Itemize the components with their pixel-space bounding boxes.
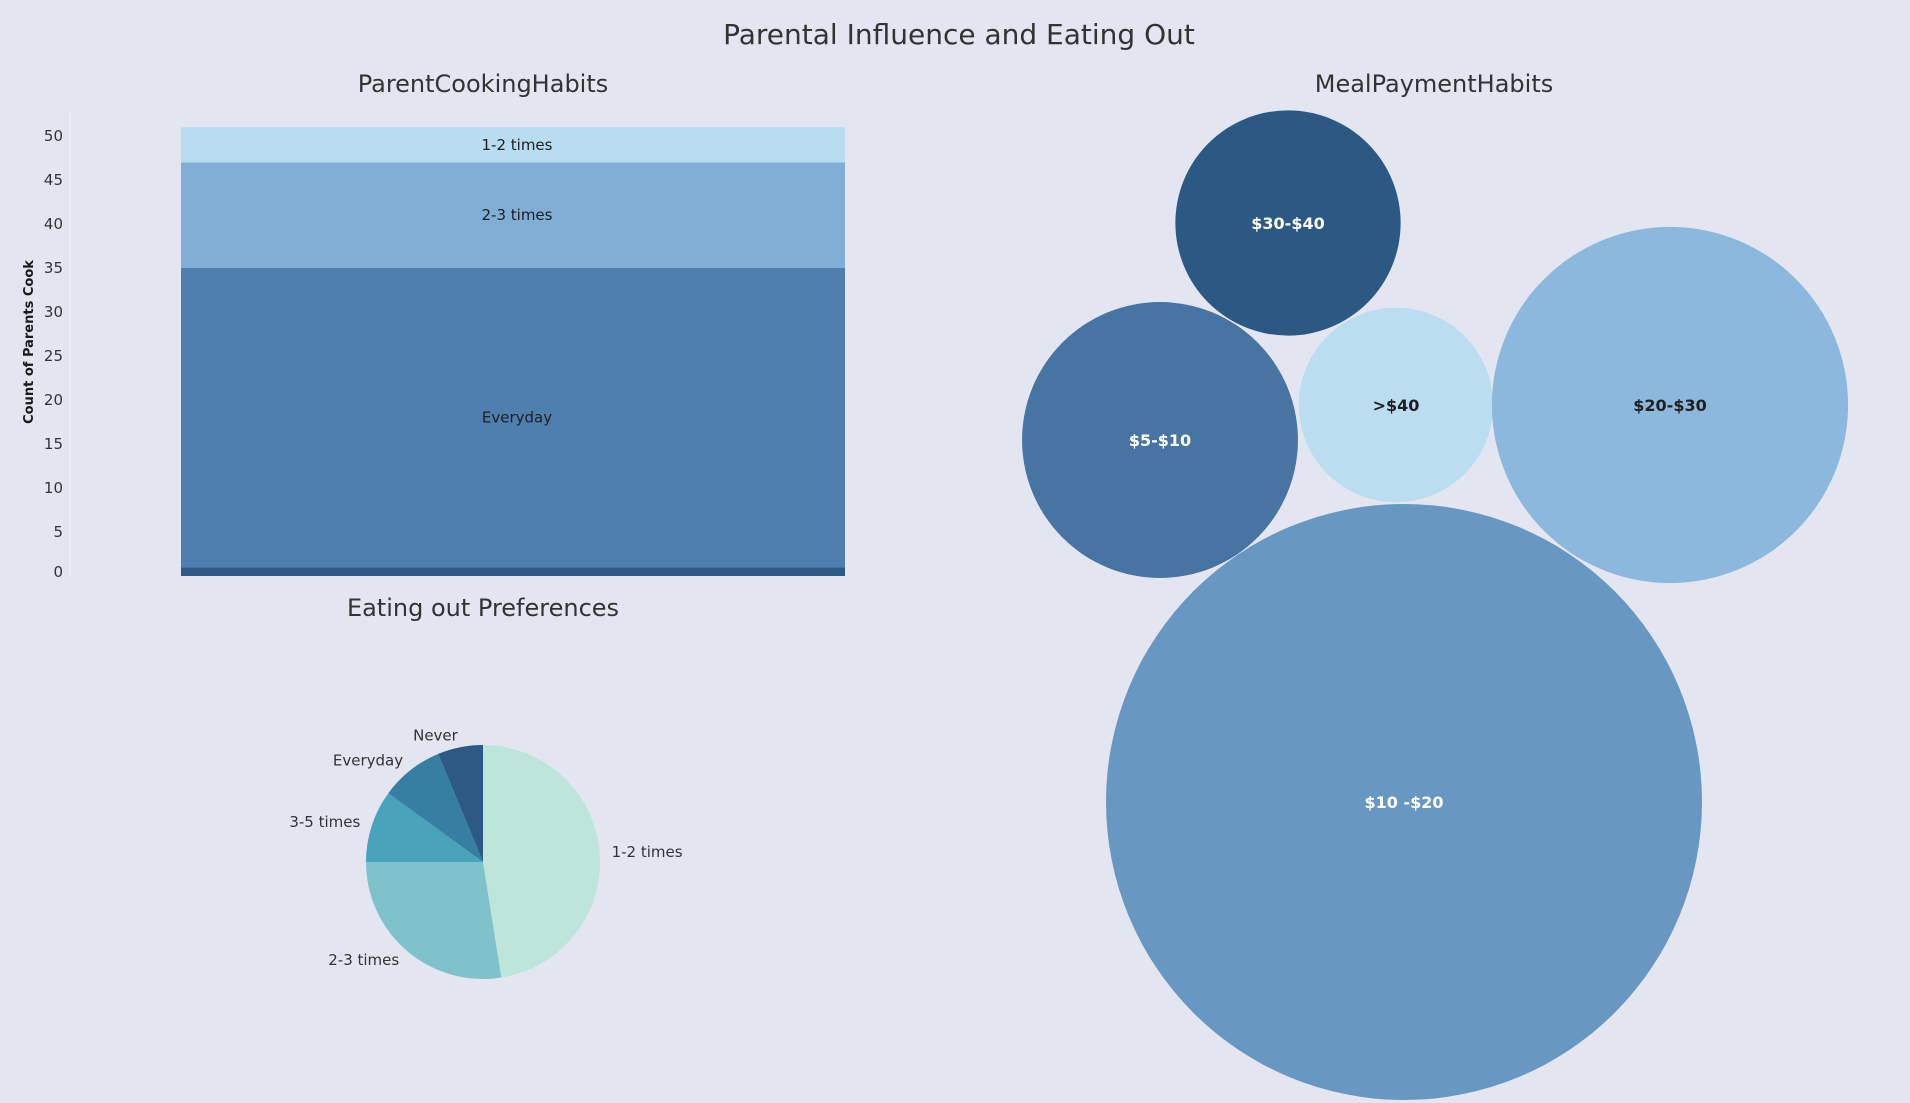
y-tick-label: 25 bbox=[44, 347, 63, 365]
eating-out-title: Eating out Preferences bbox=[347, 594, 619, 622]
eating-out-chart: Eating out Preferences 1-2 times 2-3 time… bbox=[289, 594, 683, 979]
y-tick-label: 45 bbox=[44, 171, 63, 189]
y-axis-label: Count of Parents Cook bbox=[22, 260, 37, 424]
meal-payment-title: MealPaymentHabits bbox=[1315, 70, 1554, 98]
bar-segment-everyday[interactable] bbox=[181, 268, 845, 568]
y-tick-label: 0 bbox=[53, 563, 63, 581]
pie-slice-everyday[interactable] bbox=[388, 753, 483, 862]
bubble-label: $20-$30 bbox=[1633, 396, 1706, 415]
bubble-5-10[interactable] bbox=[1022, 302, 1298, 578]
pie-slice-never[interactable] bbox=[438, 745, 483, 862]
parent-cooking-chart: ParentCookingHabits Count of Parents Coo… bbox=[22, 70, 845, 581]
pie-slice-1-2-times[interactable] bbox=[483, 745, 601, 978]
bar-segment-label: 1-2 times bbox=[482, 136, 553, 154]
pie-slice-label: 1-2 times bbox=[612, 843, 683, 861]
pie-slice-label: Everyday bbox=[333, 752, 403, 770]
bar-segment-label: 2-3 times bbox=[482, 206, 553, 224]
y-tick-label: 5 bbox=[53, 523, 63, 541]
pie-slice-2-3-times[interactable] bbox=[366, 862, 502, 979]
pie-slice-label: 3-5 times bbox=[289, 813, 360, 831]
pie-slice-3-5-times[interactable] bbox=[366, 793, 483, 862]
stacked-bar[interactable]: Everyday 2-3 times 1-2 times bbox=[181, 127, 845, 576]
y-tick-label: 10 bbox=[44, 479, 63, 497]
parent-cooking-title: ParentCookingHabits bbox=[358, 70, 609, 98]
bar-segment-1-2-times[interactable] bbox=[181, 127, 845, 163]
pie-labels: 1-2 times 2-3 times 3-5 times Everyday Never bbox=[289, 726, 682, 969]
bubble-20-30[interactable] bbox=[1491, 226, 1849, 584]
y-axis-ticks: 0 5 10 15 20 25 30 35 40 45 50 bbox=[44, 127, 63, 581]
bubble-40[interactable] bbox=[1298, 307, 1494, 503]
bubble-30-40[interactable] bbox=[1175, 110, 1401, 336]
y-tick-label: 35 bbox=[44, 259, 63, 277]
y-tick-label: 20 bbox=[44, 391, 63, 409]
bubble-label: $5-$10 bbox=[1129, 431, 1191, 450]
pie[interactable] bbox=[366, 745, 601, 979]
bar-segment-2-3-times[interactable] bbox=[181, 162, 845, 268]
bubble-label: $10 -$20 bbox=[1364, 793, 1443, 812]
bubble-pack[interactable]: $30-$40 $5-$10 >$40 $20-$30 $10 -$20 bbox=[1022, 110, 1849, 1100]
dashboard-title: Parental Influence and Eating Out bbox=[723, 18, 1195, 51]
bubble-label: $30-$40 bbox=[1251, 214, 1324, 233]
bar-segment-label: Everyday bbox=[482, 409, 552, 427]
y-tick-label: 15 bbox=[44, 435, 63, 453]
bubble-10-20[interactable] bbox=[1106, 504, 1702, 1100]
y-tick-label: 40 bbox=[44, 215, 63, 233]
y-tick-label: 50 bbox=[44, 127, 63, 145]
meal-payment-chart: MealPaymentHabits $30-$40 $5-$10 >$40 $20-$… bbox=[1022, 70, 1849, 1100]
bar-segment-base[interactable] bbox=[181, 567, 845, 576]
pie-slice-label: 2-3 times bbox=[328, 951, 399, 969]
y-tick-label: 30 bbox=[44, 303, 63, 321]
pie-slice-label: Never bbox=[413, 726, 459, 744]
bubble-label: >$40 bbox=[1373, 396, 1420, 415]
